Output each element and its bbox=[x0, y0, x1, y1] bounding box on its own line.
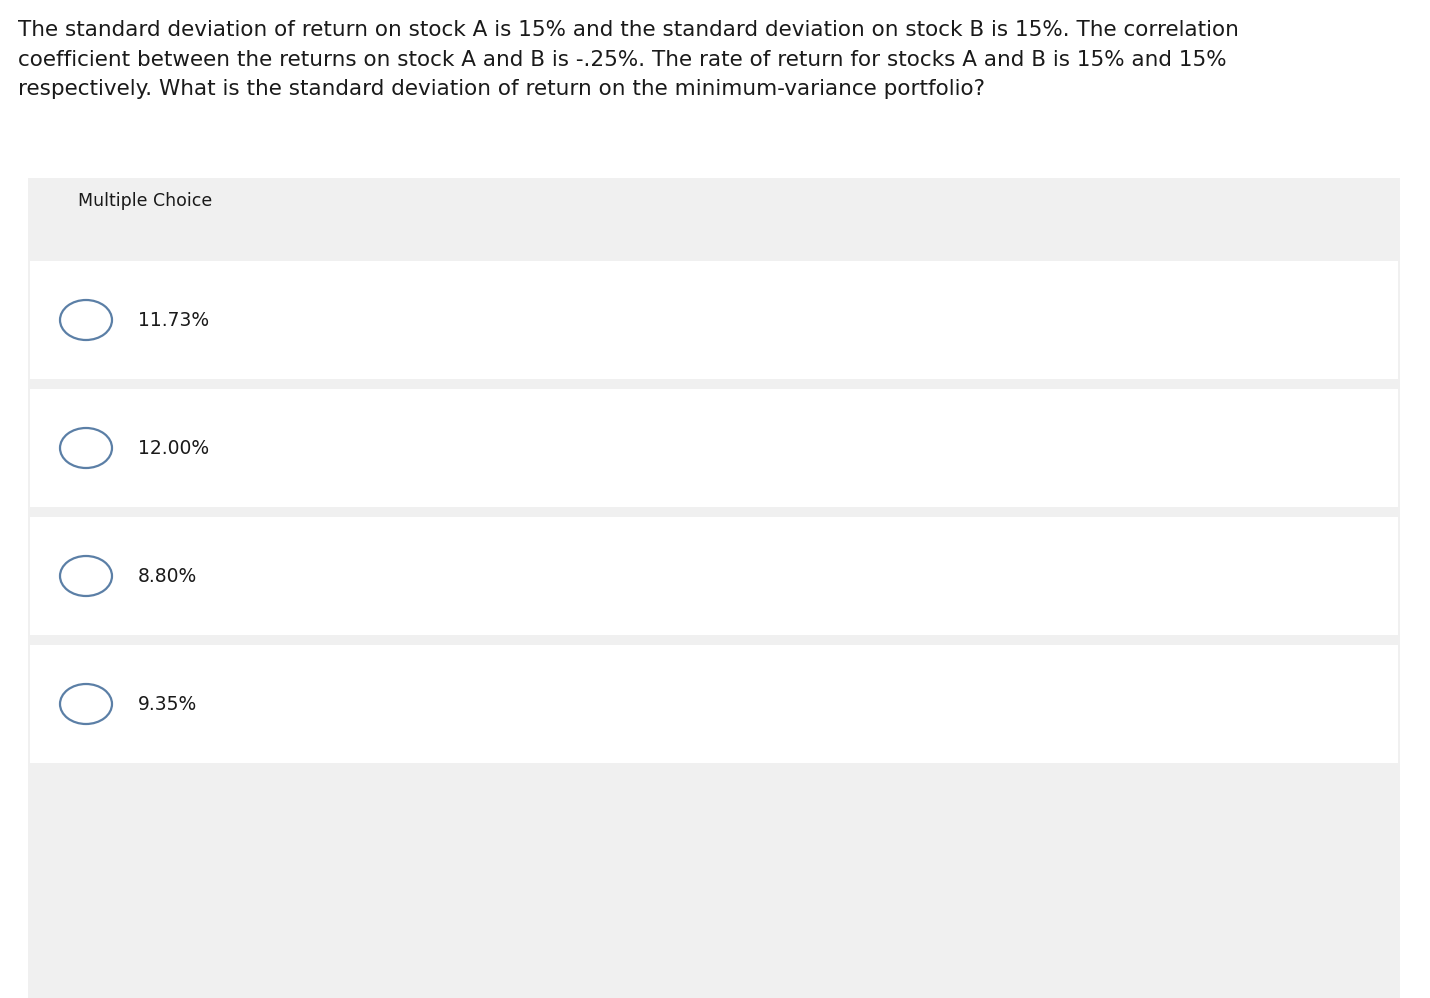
FancyBboxPatch shape bbox=[30, 517, 1399, 635]
Text: 9.35%: 9.35% bbox=[139, 695, 197, 714]
FancyBboxPatch shape bbox=[30, 645, 1399, 763]
Text: 8.80%: 8.80% bbox=[139, 567, 197, 586]
FancyBboxPatch shape bbox=[30, 261, 1399, 379]
Text: 12.00%: 12.00% bbox=[139, 438, 209, 457]
Text: Multiple Choice: Multiple Choice bbox=[79, 192, 212, 210]
Text: 11.73%: 11.73% bbox=[139, 310, 209, 329]
FancyBboxPatch shape bbox=[30, 389, 1399, 507]
FancyBboxPatch shape bbox=[29, 178, 1400, 998]
Text: The standard deviation of return on stock A is 15% and the standard deviation on: The standard deviation of return on stoc… bbox=[19, 20, 1238, 99]
